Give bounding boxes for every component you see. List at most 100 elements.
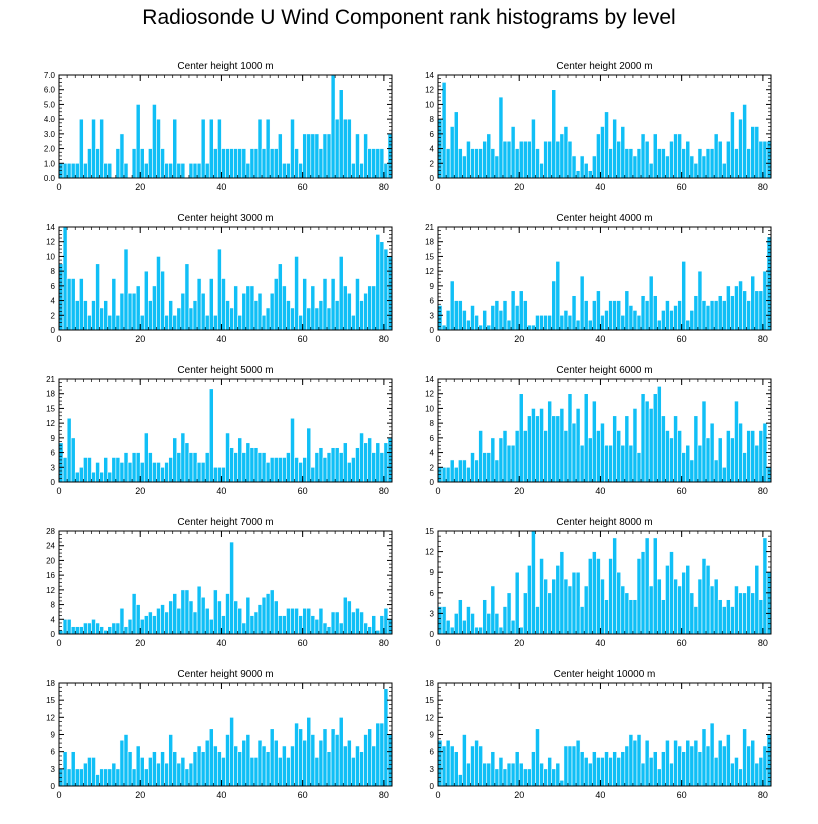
histogram-bar (95, 263, 100, 331)
histogram-bar (359, 611, 364, 635)
histogram-bar (652, 537, 658, 635)
histogram-bar (543, 140, 548, 179)
histogram-bar (758, 290, 764, 331)
histogram-bar (338, 452, 344, 483)
histogram-panel: Center height 7000 m 0 20 40 60 80 0 4 8 12 16 20 24… (46, 517, 393, 648)
histogram-bar (697, 444, 703, 483)
histogram-bar (229, 148, 234, 179)
histogram-bar (746, 745, 751, 787)
histogram-bar (632, 739, 638, 787)
y-tick-label: 6 (51, 282, 56, 291)
histogram-bar (204, 452, 210, 483)
histogram-bar (277, 263, 283, 331)
histogram-bar (148, 611, 153, 635)
histogram-bar (306, 427, 312, 483)
y-tick-label: 10 (425, 404, 434, 413)
histogram-bar (338, 717, 344, 787)
histogram-bar (514, 571, 520, 635)
histogram-bar (217, 751, 222, 787)
histogram-bar (87, 314, 92, 331)
histogram-bar (620, 444, 626, 483)
histogram-bar (535, 728, 540, 787)
y-tick-label: 14 (425, 375, 434, 384)
histogram-bar (608, 757, 613, 787)
y-tick-label: 12 (425, 713, 434, 722)
histogram-bar (143, 768, 149, 787)
histogram-bar (539, 408, 544, 483)
y-tick-label: 8 (51, 601, 56, 610)
histogram-bar (363, 734, 368, 787)
histogram-bar (310, 615, 316, 635)
histogram-bar (531, 324, 536, 331)
histogram-bar (632, 155, 638, 179)
histogram-bar (587, 558, 593, 635)
histogram-bar (458, 774, 463, 787)
histogram-bar (693, 295, 699, 331)
histogram-bar (79, 466, 84, 483)
y-tick-label: 6 (430, 130, 435, 139)
y-tick-label: 3.0 (44, 130, 56, 139)
x-tick-label: 80 (758, 182, 768, 192)
histogram-bar (383, 248, 389, 331)
histogram-bar (375, 722, 381, 787)
histogram-bar (474, 459, 479, 483)
histogram-bar (559, 314, 565, 331)
x-tick-label: 0 (56, 182, 61, 192)
histogram-bar (62, 618, 68, 635)
histogram-bar (241, 622, 247, 635)
histogram-bar (632, 310, 638, 331)
histogram-bar (758, 599, 764, 635)
histogram-bar (579, 606, 585, 635)
x-tick-label: 20 (514, 638, 524, 648)
x-tick-label: 60 (677, 334, 687, 344)
histogram-bar (506, 140, 512, 179)
histogram-bar (298, 314, 303, 331)
histogram-bar (575, 408, 581, 483)
histogram-bar (160, 466, 165, 483)
histogram-bar (62, 162, 68, 179)
histogram-bar (176, 607, 182, 635)
histogram-bar (139, 148, 145, 179)
histogram-bar (628, 305, 634, 331)
histogram-bar (355, 607, 360, 635)
histogram-bar (176, 452, 182, 483)
histogram-bar (596, 133, 601, 179)
histogram-bar (196, 745, 202, 787)
histogram-bar (697, 751, 703, 787)
histogram-bar (543, 430, 548, 483)
histogram-bar (322, 622, 328, 635)
histogram-bar (673, 415, 678, 483)
histogram-bar (754, 762, 760, 787)
histogram-bar (180, 589, 186, 635)
histogram-bar (371, 148, 377, 179)
histogram-bar (742, 452, 747, 483)
histogram-bar (318, 148, 324, 179)
histogram-bar (91, 300, 96, 331)
histogram-bar (148, 148, 153, 179)
histogram-bar (131, 452, 137, 483)
y-tick-label: 0 (51, 630, 56, 639)
y-tick-label: 2 (51, 311, 56, 320)
histogram-bar (449, 459, 455, 483)
histogram-bar (449, 126, 455, 179)
histogram-bar (608, 558, 613, 635)
y-tick-label: 21 (425, 223, 434, 232)
y-tick-label: 6 (430, 748, 435, 757)
histogram-bar (156, 462, 161, 483)
histogram-bar (62, 457, 68, 483)
histogram-bar (379, 722, 385, 787)
y-tick-label: 12 (425, 267, 434, 276)
histogram-bar (363, 133, 368, 179)
histogram-bar (721, 606, 727, 635)
histogram-bar (123, 248, 129, 331)
histogram-bar (750, 430, 756, 483)
histogram-bar (559, 408, 565, 483)
histogram-bar (119, 133, 125, 179)
y-tick-label: 3 (430, 311, 435, 320)
histogram-bar (66, 768, 72, 787)
histogram-bar (176, 162, 182, 179)
histogram-bar (306, 717, 312, 787)
histogram-bar (225, 432, 230, 483)
histogram-bar (575, 319, 581, 331)
histogram-bar (318, 607, 324, 635)
